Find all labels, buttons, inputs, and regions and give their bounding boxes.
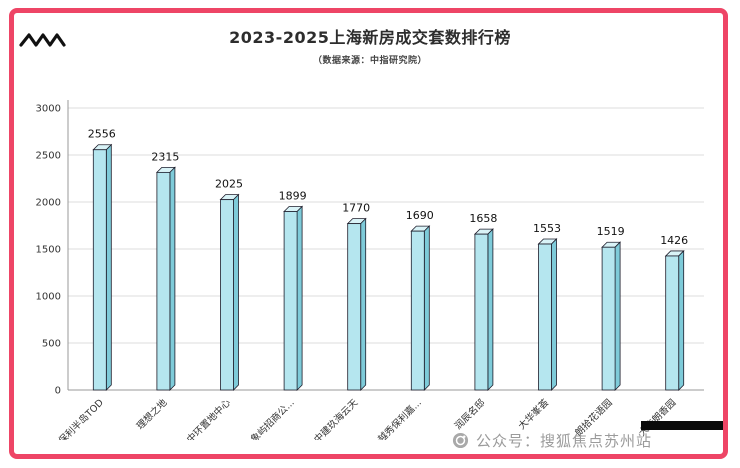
zigzag-logo-icon (19, 33, 66, 47)
bar-category-label: 理想之地 (134, 396, 170, 432)
bar (220, 199, 234, 391)
bar-value-label: 1899 (279, 189, 307, 202)
bar-category-label: 中建玖海云天 (312, 396, 361, 440)
bar-side-face (169, 166, 176, 391)
bar-value-label: 2556 (88, 128, 116, 141)
bar (156, 171, 171, 391)
watermark-label: 公众号：搜狐焦点苏州站 (476, 432, 653, 450)
bar-value-label: 1519 (597, 225, 625, 238)
y-tick-label: 1500 (36, 245, 61, 256)
bar-side-face (551, 238, 557, 391)
chart-area: 0 500 1000 1500 2000 2500 3000 2556 保利半岛TOD 2315 理… (28, 92, 724, 447)
bar-side-face (614, 241, 621, 391)
chart-header: 2023-2025上海新房成交套数排行榜 （数据来源：中指研究院） (0, 24, 740, 66)
bar (665, 255, 680, 391)
bar-category-label: 大华峯荟 (516, 396, 552, 432)
bottom-black-bar (641, 421, 723, 430)
bar-value-label: 1553 (533, 222, 561, 235)
bar-category-label: 越秀保利嘉... (375, 397, 423, 440)
watermark: 公众号：搜狐焦点苏州站 (452, 430, 652, 451)
bar-side-face (487, 228, 494, 391)
bar-side-face (678, 249, 685, 391)
y-tick-label: 3000 (36, 104, 61, 115)
bar-value-label: 1426 (660, 234, 688, 247)
bar-side-face (423, 225, 430, 391)
bar-side-face (105, 143, 112, 391)
bar-value-label: 2025 (215, 178, 243, 191)
bar (92, 149, 107, 391)
bar-side-face (296, 205, 303, 391)
bar (538, 243, 552, 391)
page-title: 2023-2025上海新房成交套数排行榜 (229, 28, 511, 47)
y-tick-label: 1000 (36, 292, 61, 303)
bar-value-label: 1770 (342, 202, 370, 215)
y-tick-label: 500 (42, 339, 61, 350)
bar (601, 246, 616, 391)
bar (347, 223, 362, 391)
bar-side-face (360, 217, 367, 391)
bar-side-face (233, 193, 239, 391)
y-tick-label: 2000 (36, 198, 61, 209)
bar-value-label: 1658 (469, 212, 497, 225)
bar (474, 233, 489, 391)
bar-category-label: 象屿招商公... (248, 397, 296, 440)
bar-category-label: 润辰名邸 (452, 396, 488, 432)
bar-value-label: 2315 (151, 150, 179, 163)
bar (410, 230, 425, 391)
y-tick-label: 2500 (36, 151, 61, 162)
bar-category-label: 中环置地中心 (184, 396, 233, 440)
sohu-focus-logo-icon (452, 432, 469, 449)
bar-chart: 0 500 1000 1500 2000 2500 3000 2556 保利半岛TOD 2315 理… (36, 100, 704, 447)
bar (283, 211, 298, 391)
bar-value-label: 1690 (406, 209, 434, 222)
y-tick-label: 0 (55, 386, 61, 397)
bar-category-label: 保利半岛TOD (56, 397, 106, 440)
data-source-subtitle: （数据来源：中指研究院） (312, 56, 427, 66)
